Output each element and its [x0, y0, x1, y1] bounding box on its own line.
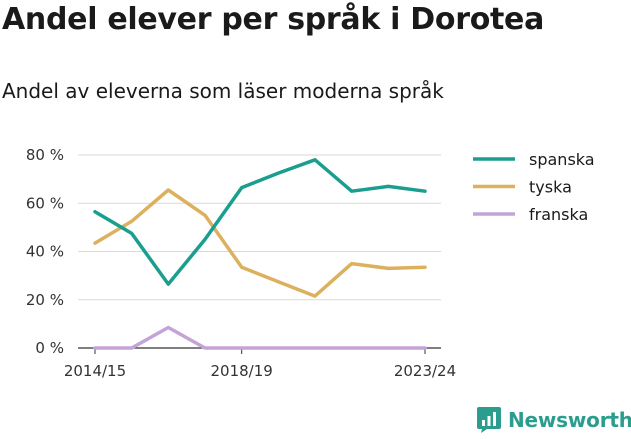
chart-title: Andel elever per språk i Dorotea	[2, 2, 545, 37]
y-tick-label: 0 %	[35, 339, 64, 357]
legend: spanska tyska franska	[473, 150, 595, 224]
x-tick-label: 2014/15	[64, 362, 126, 380]
y-axis: 0 % 20 % 40 % 60 % 80 %	[26, 146, 64, 357]
legend-label-franska: franska	[529, 205, 588, 224]
series-line-spanska	[93, 158, 427, 286]
y-tick-label: 80 %	[26, 146, 64, 164]
chart-subtitle: Andel av eleverna som läser moderna språ…	[2, 79, 444, 103]
brand-name: Newsworthy	[508, 408, 631, 432]
x-tick-label: 2018/19	[211, 362, 273, 380]
y-tick-label: 40 %	[26, 243, 64, 261]
y-tick-label: 60 %	[26, 194, 64, 212]
newsworthy-logo-icon	[477, 407, 501, 433]
series-line-franska	[93, 325, 427, 350]
legend-label-tyska: tyska	[529, 178, 572, 197]
series-lines	[93, 158, 427, 350]
y-tick-label: 20 %	[26, 291, 64, 309]
newsworthy-brand: Newsworthy	[476, 406, 631, 434]
legend-label-spanska: spanska	[529, 150, 595, 169]
x-axis: 2014/15 2018/19 2023/24	[64, 348, 456, 380]
series-line-tyska	[93, 188, 427, 298]
gridlines	[78, 154, 441, 349]
x-tick-label: 2023/24	[394, 362, 456, 380]
